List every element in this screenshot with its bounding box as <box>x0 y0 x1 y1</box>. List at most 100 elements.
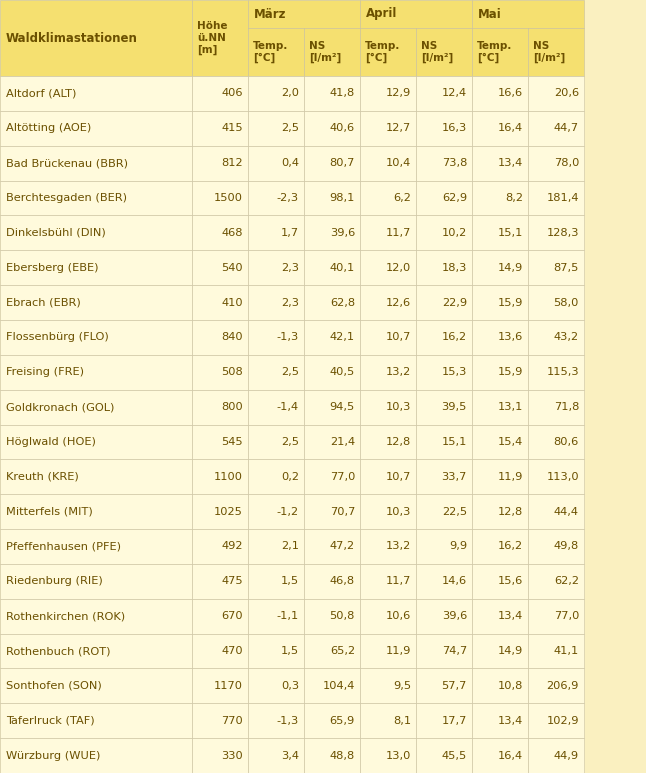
Bar <box>360 529 416 564</box>
Bar <box>0 0 192 76</box>
Text: 508: 508 <box>221 367 243 377</box>
Bar <box>360 76 416 111</box>
Bar <box>360 285 416 320</box>
Text: 44,7: 44,7 <box>554 123 579 133</box>
Text: 11,9: 11,9 <box>386 646 411 656</box>
Bar <box>472 145 528 181</box>
Bar <box>304 320 360 355</box>
Text: 15,1: 15,1 <box>442 437 467 447</box>
Bar <box>528 145 584 181</box>
Bar <box>528 703 584 738</box>
Bar <box>248 111 304 145</box>
Bar <box>192 703 248 738</box>
Bar <box>0 703 192 738</box>
Bar <box>528 390 584 424</box>
Text: April: April <box>366 8 397 21</box>
Bar <box>304 564 360 599</box>
Text: 0,4: 0,4 <box>281 158 299 168</box>
Text: 181,4: 181,4 <box>547 193 579 203</box>
Text: 11,9: 11,9 <box>497 472 523 482</box>
Text: 10,6: 10,6 <box>386 611 411 621</box>
Bar <box>0 494 192 529</box>
Bar <box>248 738 304 773</box>
Bar <box>0 355 192 390</box>
Bar <box>416 355 472 390</box>
Bar <box>248 250 304 285</box>
Text: Temp.
[°C]: Temp. [°C] <box>477 41 512 63</box>
Text: 94,5: 94,5 <box>329 402 355 412</box>
Text: 43,2: 43,2 <box>554 332 579 342</box>
Text: 415: 415 <box>222 123 243 133</box>
Bar <box>360 703 416 738</box>
Text: -1,4: -1,4 <box>277 402 299 412</box>
Bar <box>360 738 416 773</box>
Text: Altdorf (ALT): Altdorf (ALT) <box>6 88 76 98</box>
Bar <box>360 216 416 250</box>
Text: 48,8: 48,8 <box>329 751 355 761</box>
Text: 18,3: 18,3 <box>442 263 467 273</box>
Bar <box>416 76 472 111</box>
Text: 1100: 1100 <box>214 472 243 482</box>
Bar <box>472 459 528 494</box>
Bar <box>0 599 192 634</box>
Bar <box>248 216 304 250</box>
Bar <box>416 703 472 738</box>
Text: Taferlruck (TAF): Taferlruck (TAF) <box>6 716 94 726</box>
Bar <box>248 634 304 669</box>
Text: Pfeffenhausen (PFE): Pfeffenhausen (PFE) <box>6 541 121 551</box>
Bar <box>304 216 360 250</box>
Bar <box>528 459 584 494</box>
Text: 770: 770 <box>221 716 243 726</box>
Bar <box>472 424 528 459</box>
Text: 16,3: 16,3 <box>442 123 467 133</box>
Text: 468: 468 <box>222 228 243 238</box>
Bar <box>528 494 584 529</box>
Bar <box>528 669 584 703</box>
Bar <box>472 599 528 634</box>
Text: 57,7: 57,7 <box>442 681 467 691</box>
Text: 2,5: 2,5 <box>281 437 299 447</box>
Text: 77,0: 77,0 <box>329 472 355 482</box>
Text: 12,0: 12,0 <box>386 263 411 273</box>
Bar <box>304 669 360 703</box>
Text: 475: 475 <box>222 577 243 587</box>
Bar <box>0 145 192 181</box>
Text: 22,5: 22,5 <box>442 506 467 516</box>
Bar <box>248 0 360 28</box>
Bar <box>472 285 528 320</box>
Text: 13,2: 13,2 <box>386 367 411 377</box>
Text: 65,2: 65,2 <box>330 646 355 656</box>
Text: 1,5: 1,5 <box>281 577 299 587</box>
Bar <box>528 181 584 216</box>
Bar <box>416 216 472 250</box>
Text: 39,6: 39,6 <box>442 611 467 621</box>
Bar <box>192 285 248 320</box>
Text: 10,8: 10,8 <box>497 681 523 691</box>
Bar <box>0 738 192 773</box>
Text: Waldklimastationen: Waldklimastationen <box>6 32 138 45</box>
Text: 15,9: 15,9 <box>497 298 523 308</box>
Bar <box>360 0 472 28</box>
Bar <box>248 703 304 738</box>
Bar <box>360 424 416 459</box>
Text: Kreuth (KRE): Kreuth (KRE) <box>6 472 79 482</box>
Text: 840: 840 <box>222 332 243 342</box>
Bar <box>304 703 360 738</box>
Bar <box>360 564 416 599</box>
Text: 21,4: 21,4 <box>330 437 355 447</box>
Bar <box>304 424 360 459</box>
Text: 1,7: 1,7 <box>281 228 299 238</box>
Bar <box>304 355 360 390</box>
Bar <box>528 76 584 111</box>
Bar <box>248 320 304 355</box>
Text: 22,9: 22,9 <box>442 298 467 308</box>
Text: 3,4: 3,4 <box>281 751 299 761</box>
Bar <box>360 250 416 285</box>
Bar <box>360 634 416 669</box>
Text: 16,6: 16,6 <box>498 88 523 98</box>
Text: 1500: 1500 <box>214 193 243 203</box>
Text: 47,2: 47,2 <box>330 541 355 551</box>
Bar <box>304 76 360 111</box>
Bar <box>304 285 360 320</box>
Text: 540: 540 <box>222 263 243 273</box>
